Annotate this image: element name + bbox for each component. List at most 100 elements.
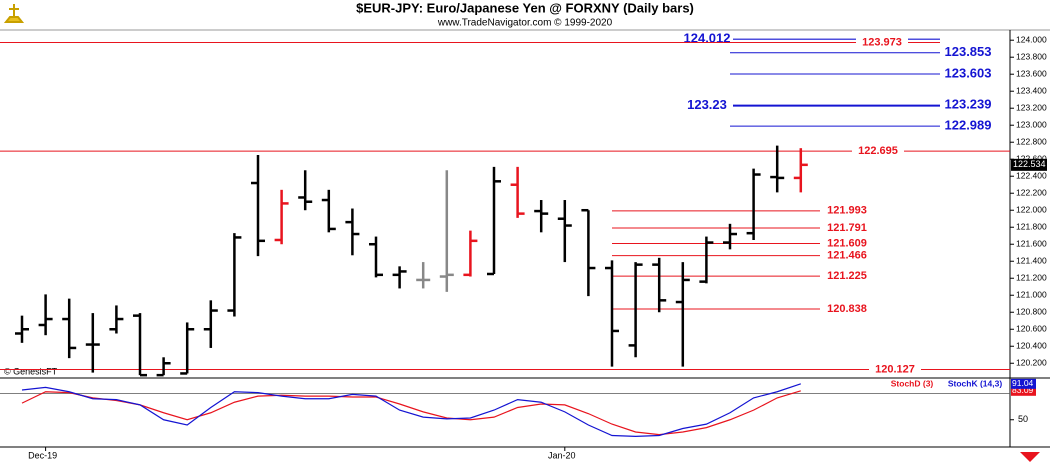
ohlc-bar — [439, 170, 454, 292]
level-label: 120.127 — [875, 363, 915, 375]
legend-entry: StochD (3) — [891, 378, 934, 388]
ohlc-bar — [62, 298, 77, 359]
ohlc-bar — [699, 236, 714, 284]
level-label: 121.791 — [827, 222, 867, 234]
ohlc-bar — [392, 266, 407, 289]
y-tick-label: 121.800 — [1016, 221, 1047, 231]
value-marker-box — [1011, 378, 1036, 389]
y-tick-label: 120.400 — [1016, 340, 1047, 350]
level-label-bg — [821, 203, 873, 218]
ohlc-bar — [510, 166, 525, 218]
stoch-line — [21, 383, 801, 437]
logo — [3, 4, 25, 23]
ohlc-bar — [38, 294, 53, 336]
ohlc-bar — [133, 313, 147, 377]
level-label: 123.973 — [862, 36, 902, 48]
level-label: 120.838 — [827, 303, 867, 315]
legend-entry: StochK (14,3) — [948, 378, 1002, 388]
y-tick-label: 121.000 — [1016, 289, 1047, 299]
level-label: 123.23 — [687, 97, 727, 112]
level-label: 122.989 — [945, 118, 992, 133]
level-label: 121.609 — [827, 237, 867, 249]
level-label-bg — [942, 97, 994, 112]
ohlc-bar — [534, 200, 549, 233]
ohlc-bar — [15, 315, 29, 343]
stoch-line — [21, 390, 801, 436]
ohlc-bar — [109, 305, 124, 334]
ohlc-bar — [557, 200, 572, 263]
chart-subtitle: www.TradeNavigator.com © 1999-2020 — [437, 18, 613, 29]
value-marker-box — [1011, 385, 1036, 396]
level-label: 123.603 — [945, 65, 992, 80]
ohlc-bar — [180, 322, 195, 375]
y-tick-label: 123.000 — [1016, 119, 1047, 129]
last-price-label: 122.534 — [1013, 159, 1046, 169]
y-tick-label: 121.400 — [1016, 255, 1047, 265]
y-tick-label: 123.600 — [1016, 68, 1047, 78]
y-tick-label: 120.600 — [1016, 323, 1047, 333]
level-label-bg — [821, 220, 873, 235]
ohlc-bar — [770, 145, 785, 193]
y-tick-label: 120.200 — [1016, 357, 1047, 367]
ohlc-bar — [274, 189, 289, 245]
level-label-bg — [681, 98, 733, 113]
watermark: © GenesisFT — [4, 366, 58, 376]
ohlc-bar — [463, 230, 478, 277]
level-label-bg — [852, 144, 904, 159]
y-tick-label: 122.800 — [1016, 136, 1047, 146]
ohlc-bar — [487, 166, 501, 276]
y-tick-label: 50 — [1018, 414, 1028, 424]
level-label: 121.993 — [827, 205, 867, 217]
level-label: 124.012 — [684, 31, 731, 46]
ohlc-bar — [156, 357, 171, 377]
y-tick-label: 120.800 — [1016, 306, 1047, 316]
y-tick-label: 123.200 — [1016, 102, 1047, 112]
level-label-bg — [821, 236, 873, 251]
chart-title: $EUR-JPY: Euro/Japanese Yen @ FORXNY (Da… — [356, 0, 694, 15]
level-label: 123.239 — [945, 96, 992, 111]
level-label: 121.225 — [827, 270, 867, 282]
x-tick-label: Dec-19 — [28, 450, 57, 460]
ohlc-bar — [605, 260, 619, 367]
ohlc-bar — [628, 262, 643, 358]
y-tick-label: 124.000 — [1016, 34, 1047, 44]
y-tick-label: 121.600 — [1016, 238, 1047, 248]
y-tick-label: 123.400 — [1016, 85, 1047, 95]
ohlc-bar — [251, 154, 265, 257]
y-tick-label: 123.800 — [1016, 51, 1047, 61]
ohlc-bar — [369, 236, 383, 278]
ohlc-bar — [746, 168, 761, 240]
level-label-bg — [942, 119, 994, 134]
value-marker-label: 83.09 — [1012, 385, 1034, 395]
ohlc-bar — [321, 189, 336, 233]
ohlc-bar — [581, 208, 596, 297]
ohlc-bar — [203, 300, 218, 348]
level-label-bg — [821, 269, 873, 284]
y-tick-label: 122.600 — [1016, 153, 1047, 163]
level-label-bg — [942, 66, 994, 81]
y-tick-label: 122.400 — [1016, 170, 1047, 180]
y-tick-label: 122.000 — [1016, 204, 1047, 214]
level-label-bg — [821, 248, 873, 263]
level-label-bg — [942, 45, 994, 60]
ohlc-bar — [723, 223, 737, 250]
y-tick-label: 121.200 — [1016, 272, 1047, 282]
scroll-arrow[interactable] — [1020, 452, 1040, 462]
value-marker-label: 91.04 — [1012, 378, 1034, 388]
level-label-bg — [821, 302, 873, 317]
ohlc-bar — [298, 170, 313, 211]
level-label-bg — [856, 35, 908, 50]
level-label: 123.853 — [945, 44, 992, 59]
ohlc-bar — [793, 148, 808, 193]
level-label: 122.695 — [858, 145, 898, 157]
level-label-bg — [869, 362, 921, 377]
ohlc-bar — [227, 233, 242, 317]
x-tick-label: Jan-20 — [548, 450, 576, 460]
level-label: 121.466 — [827, 250, 867, 262]
ohlc-bar — [416, 262, 431, 289]
ohlc-bar — [345, 208, 360, 256]
ohlc-bar — [675, 262, 690, 367]
ohlc-bar — [85, 313, 100, 373]
